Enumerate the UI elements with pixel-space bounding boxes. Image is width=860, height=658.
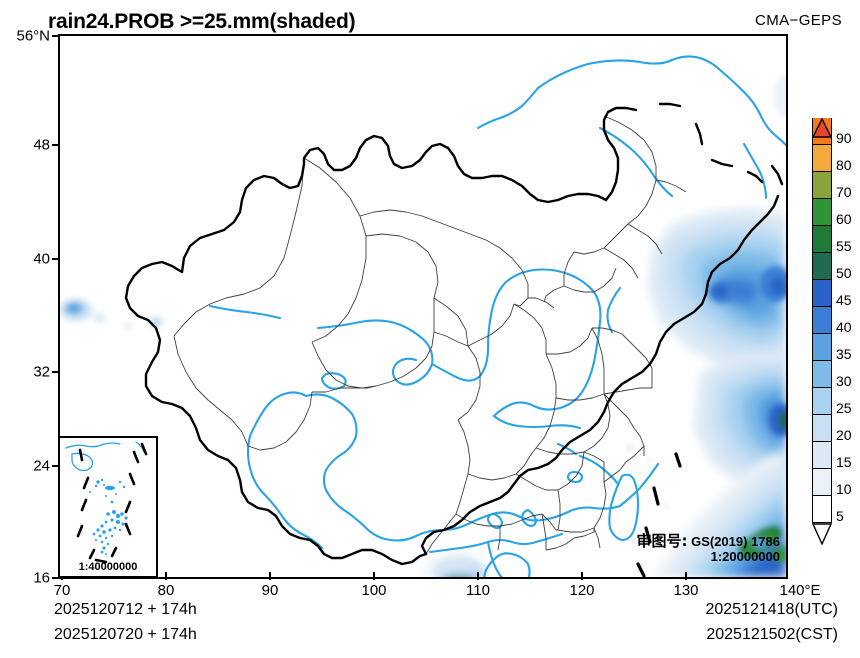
y-tick-label-16: 16 <box>33 569 50 587</box>
inset-scale-label: 1:40000000 <box>78 561 138 573</box>
shading-philippine-green-core <box>738 526 786 562</box>
colorbar-bottom-arrow <box>812 523 832 545</box>
shading-specks <box>369 74 786 536</box>
colorbar-top-arrow <box>812 118 832 138</box>
x-tick-label-130: 130 <box>673 582 699 599</box>
x-tick-130 <box>685 572 687 580</box>
y-tick-24 <box>52 465 60 467</box>
shading-pamir <box>60 298 163 330</box>
colorbar-tick-label: 5 <box>836 508 844 524</box>
colorbar-tick-label: 40 <box>836 319 852 335</box>
shading-tonkin-tail <box>420 554 484 577</box>
footer-init-cst: 2025120720 + 174h <box>54 626 197 643</box>
colorbar[interactable]: 90 80 70 60 55 50 45 40 35 30 25 20 15 10 5 <box>812 118 852 545</box>
colorbar-tick-label: 15 <box>836 454 852 470</box>
colorbar-segment <box>812 334 832 361</box>
colorbar-segment <box>812 442 832 469</box>
page-title: rain24.PROB >=25.mm(shaded) <box>48 10 356 33</box>
colorbar-segment <box>812 388 832 415</box>
south-china-sea-inset: 1:40000000 <box>60 436 158 577</box>
colorbar-tick-label: 90 <box>836 130 852 146</box>
y-tick-16 <box>52 577 60 579</box>
x-tick-label-140: 140°E <box>779 582 821 599</box>
y-tick-label-40: 40 <box>33 250 50 268</box>
footer-init-utc: 2025120712 + 174h <box>54 601 197 618</box>
province-boundaries <box>173 115 687 555</box>
colorbar-segment <box>812 280 832 307</box>
y-tick-label-56: 56°N <box>16 27 50 45</box>
y-tick-40 <box>52 258 60 260</box>
colorbar-segment <box>812 253 832 280</box>
x-tick-label-80: 80 <box>157 582 175 599</box>
y-tick-label-48: 48 <box>33 136 50 154</box>
x-tick-label-110: 110 <box>466 582 490 599</box>
x-tick-120 <box>581 572 583 580</box>
colorbar-tick-label: 45 <box>836 292 852 308</box>
y-tick-label-32: 32 <box>33 363 50 381</box>
approval-label-cn: 审图号: <box>636 531 688 550</box>
model-label: CMA−GEPS <box>755 12 842 29</box>
colorbar-tick-label: 80 <box>836 157 852 173</box>
colorbar-tick-label: 50 <box>836 265 852 281</box>
y-tick-56 <box>52 35 60 37</box>
colorbar-segment <box>812 361 832 388</box>
x-tick-100 <box>373 572 375 580</box>
colorbar-tick-label: 60 <box>836 211 852 227</box>
inset-rivers <box>65 441 145 472</box>
x-tick-80 <box>165 572 167 580</box>
colorbar-tick-label: 25 <box>836 400 852 416</box>
shading-pacific-core <box>770 404 786 436</box>
colorbar-tick-label: 30 <box>836 373 852 389</box>
x-tick-label-70: 70 <box>53 582 71 599</box>
inset-dash-line <box>76 442 148 564</box>
colorbar-segment <box>812 172 832 199</box>
y-tick-label-24: 24 <box>33 457 50 475</box>
rivers-layer <box>208 55 786 577</box>
map-approval-number: 审图号: GS(2019) 1786 1:20000000 <box>636 531 780 565</box>
x-tick-110 <box>477 572 479 580</box>
colorbar-segment <box>812 496 832 523</box>
colorbar-segment <box>812 415 832 442</box>
colorbar-segment <box>812 226 832 253</box>
y-tick-48 <box>52 144 60 146</box>
colorbar-tick-label: 70 <box>836 184 852 200</box>
colorbar-tick-label: 55 <box>836 238 852 254</box>
colorbar-segment <box>812 469 832 496</box>
footer-valid-utc: 2025121418(UTC) <box>705 601 838 618</box>
colorbar-segment <box>812 199 832 226</box>
map-canvas <box>60 55 786 577</box>
approval-code: GS(2019) 1786 <box>691 533 780 549</box>
inset-islands <box>89 478 128 555</box>
colorbar-tick-label: 10 <box>836 481 852 497</box>
x-tick-label-90: 90 <box>261 582 279 599</box>
approval-scale: 1:20000000 <box>710 549 780 565</box>
x-tick-label-120: 120 <box>569 582 595 599</box>
footer-valid-cst: 2025121502(CST) <box>706 626 838 643</box>
x-tick-label-100: 100 <box>361 582 387 599</box>
colorbar-tick-label: 20 <box>836 427 852 443</box>
map-plot-area: 1:40000000 审图号: GS(2019) 1786 1:20000000 <box>58 34 788 579</box>
shading-ne-core <box>708 266 786 303</box>
y-tick-32 <box>52 371 60 373</box>
colorbar-segment <box>812 145 832 172</box>
x-tick-90 <box>269 572 271 580</box>
shading-northeast <box>648 208 786 376</box>
colorbar-segment <box>812 307 832 334</box>
inset-canvas <box>65 441 148 564</box>
colorbar-tick-label: 35 <box>836 346 852 362</box>
national-border <box>124 102 784 577</box>
